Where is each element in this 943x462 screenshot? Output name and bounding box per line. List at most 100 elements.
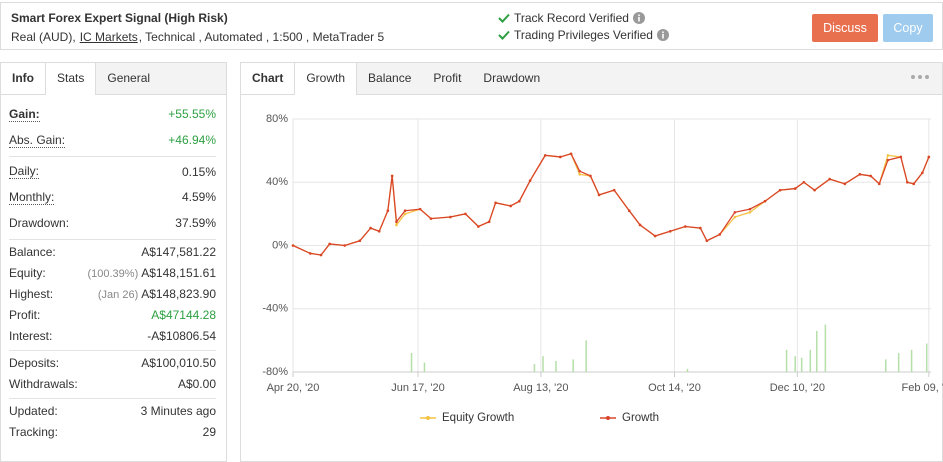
series-line <box>292 153 930 256</box>
point <box>518 199 521 203</box>
point <box>429 217 433 220</box>
point <box>319 253 323 257</box>
stat-value-wrap: +46.94% <box>168 133 216 147</box>
stats-panel: Info Stats General Gain: +55.55% Abs. Gain: +… <box>0 62 227 462</box>
menu-dots[interactable] <box>911 75 929 79</box>
tab[interactable]: Chart <box>241 63 295 94</box>
point <box>869 174 872 178</box>
stat-value-wrap: A$147,581.22 <box>141 245 216 259</box>
point <box>668 229 672 233</box>
point <box>449 215 452 219</box>
tab-bar: Info Stats General <box>1 63 226 95</box>
stat-value-wrap: 4.59% <box>182 190 216 204</box>
stat-row: Updated: 3 Minutes ago <box>9 401 216 422</box>
point <box>569 152 573 156</box>
point <box>578 169 581 173</box>
point <box>487 220 491 224</box>
stat-value: 3 Minutes ago <box>140 404 216 418</box>
stat-label: Balance: <box>9 245 56 259</box>
point <box>369 226 372 230</box>
stat-value: 37.59% <box>175 215 216 230</box>
point <box>733 215 737 219</box>
point <box>543 154 547 157</box>
stat-label: Tracking: <box>9 425 58 439</box>
point <box>589 174 592 178</box>
stat-value-wrap: (100.39%) A$148,151.61 <box>87 266 216 280</box>
point <box>927 155 931 159</box>
y-tick-label: 0% <box>272 239 288 251</box>
stat-value-wrap: A$47144.28 <box>151 308 216 322</box>
point <box>858 173 862 176</box>
volume-bar <box>794 356 796 372</box>
broker-link[interactable]: IC Markets <box>79 30 138 44</box>
point <box>418 207 422 211</box>
point <box>627 209 631 213</box>
x-tick-label: Aug 13, '20 <box>513 382 568 394</box>
stat-label: Daily: <box>9 164 40 180</box>
tab[interactable]: Drawdown <box>483 71 541 85</box>
tab[interactable]: Balance <box>368 71 412 85</box>
legend-item: Growth <box>600 412 659 424</box>
point <box>733 210 737 214</box>
stat-value: A$47144.28 <box>151 308 216 322</box>
point <box>921 171 924 175</box>
point <box>813 188 816 192</box>
point <box>328 242 331 246</box>
stat-label: Deposits: <box>9 356 60 370</box>
stat-row: Gain: +55.55% <box>9 101 216 127</box>
stat-value-wrap: +55.55% <box>168 107 216 121</box>
volume-bar <box>572 359 574 372</box>
point <box>793 187 797 190</box>
account-details: , Technical , Automated , 1:500 , MetaTr… <box>138 30 385 44</box>
stat-row: Drawdown: 37.59% <box>9 210 216 236</box>
tab[interactable]: General <box>107 71 151 85</box>
stats-group: Gain: +55.55% Abs. Gain: +46.94% <box>9 99 216 157</box>
copy-button[interactable]: Copy <box>883 14 933 42</box>
discuss-button[interactable]: Discuss <box>812 14 878 42</box>
x-tick-label: Dec 10, '20 <box>770 382 825 394</box>
chart-panel: Chart Growth Balance Profit Drawdown <box>240 62 943 462</box>
legend-dot <box>426 416 430 420</box>
point <box>653 234 657 238</box>
legend-item: Equity Growth <box>420 412 514 424</box>
verified-label: Track Record Verified <box>514 11 629 25</box>
point <box>578 173 581 176</box>
tab[interactable]: Growth <box>294 63 358 95</box>
tab[interactable]: Profit <box>433 71 462 85</box>
point <box>291 244 295 247</box>
volume-bar <box>785 349 788 372</box>
tab[interactable]: Stats <box>45 63 97 95</box>
point <box>905 180 909 184</box>
stat-value: A$148,823.90 <box>141 287 216 301</box>
x-tick-label: Apr 20, '20 <box>267 382 320 394</box>
stat-label: Updated: <box>9 404 58 418</box>
verified-item: Trading Privileges Verified <box>498 28 669 42</box>
stat-value-wrap: A$0.00 <box>178 377 216 391</box>
volume-bar <box>809 349 812 372</box>
stat-label: Abs. Gain: <box>9 132 66 148</box>
point <box>912 182 916 186</box>
point <box>778 188 782 192</box>
point <box>638 223 642 227</box>
check-icon <box>498 13 510 23</box>
info-icon[interactable] <box>632 12 645 24</box>
point <box>802 180 806 184</box>
account-info: Real (AUD), IC Markets, Technical , Autom… <box>11 30 384 44</box>
stat-value-wrap: A$100,010.50 <box>141 356 216 370</box>
stat-label: Interest: <box>9 329 53 343</box>
tab[interactable]: Info <box>1 63 45 94</box>
stats-group: Updated: 3 Minutes ago Tracking: 29 <box>9 399 216 446</box>
stat-value-wrap: 3 Minutes ago <box>141 404 216 418</box>
stat-value: 29 <box>202 425 216 439</box>
verified-item: Track Record Verified <box>498 11 645 25</box>
point <box>477 225 480 228</box>
point <box>386 209 390 213</box>
legend-label: Growth <box>622 412 659 424</box>
stat-value: +55.55% <box>168 107 216 121</box>
stat-note: (Jan 26) <box>97 289 139 301</box>
info-icon[interactable] <box>656 29 669 41</box>
point <box>403 209 407 213</box>
volume-bar <box>824 324 827 372</box>
point <box>748 207 752 211</box>
